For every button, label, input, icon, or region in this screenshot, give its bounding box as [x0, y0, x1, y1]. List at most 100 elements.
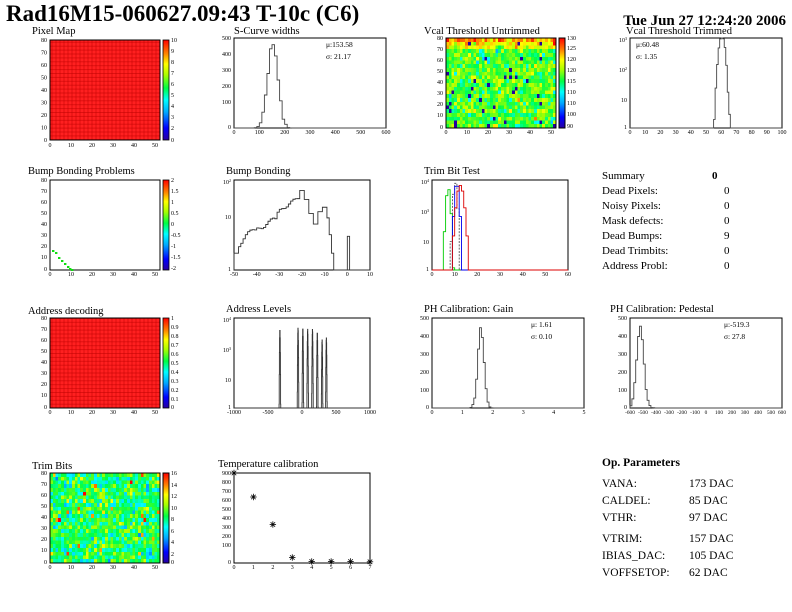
svg-text:40: 40 — [41, 222, 47, 228]
svg-text:0.1: 0.1 — [171, 397, 179, 403]
svg-text:110: 110 — [567, 90, 576, 96]
svg-text:70: 70 — [41, 51, 47, 57]
svg-text:500: 500 — [222, 507, 231, 513]
svg-text:0: 0 — [440, 125, 443, 131]
svg-text:8: 8 — [171, 60, 174, 66]
svg-text:104: 104 — [421, 178, 429, 186]
svg-text:400: 400 — [618, 334, 627, 340]
svg-text:90: 90 — [567, 124, 573, 130]
svg-text:200: 200 — [728, 410, 736, 416]
svg-text:90: 90 — [764, 130, 770, 136]
svg-text:40: 40 — [527, 130, 533, 136]
svg-text:115: 115 — [567, 79, 576, 85]
svg-text:10: 10 — [41, 255, 47, 261]
svg-text:600: 600 — [778, 410, 786, 416]
svg-text:130: 130 — [567, 36, 576, 42]
svg-text:600: 600 — [222, 498, 231, 504]
svg-text:4: 4 — [310, 565, 313, 571]
svg-text:400: 400 — [420, 334, 429, 340]
svg-text:103: 103 — [223, 346, 231, 354]
svg-text:500: 500 — [420, 316, 429, 322]
svg-text:6: 6 — [171, 529, 174, 535]
svg-text:70: 70 — [437, 47, 443, 53]
svg-text:Address Probl:: Address Probl: — [602, 260, 668, 272]
svg-text:500: 500 — [356, 130, 365, 136]
svg-text:102: 102 — [223, 178, 231, 186]
svg-text:2: 2 — [171, 552, 174, 558]
svg-text:0: 0 — [724, 245, 730, 257]
svg-text:70: 70 — [41, 189, 47, 195]
svg-text:40: 40 — [520, 272, 526, 278]
svg-text:200: 200 — [222, 534, 231, 540]
svg-text:VANA:: VANA: — [602, 478, 637, 490]
svg-text:0: 0 — [346, 272, 349, 278]
svg-text:-2: -2 — [171, 266, 176, 272]
svg-text:2: 2 — [491, 410, 494, 416]
svg-text:100: 100 — [567, 112, 576, 118]
svg-text:20: 20 — [474, 272, 480, 278]
svg-text:σ: 1.35: σ: 1.35 — [636, 52, 657, 61]
svg-text:0: 0 — [44, 138, 47, 144]
svg-text:0: 0 — [44, 267, 47, 273]
svg-text:20: 20 — [89, 143, 95, 149]
svg-text:1: 1 — [461, 410, 464, 416]
svg-text:0: 0 — [171, 138, 174, 144]
svg-text:10: 10 — [171, 38, 177, 44]
svg-text:60: 60 — [41, 63, 47, 69]
svg-text:Dead Trimbits:: Dead Trimbits: — [602, 245, 668, 257]
svg-text:-200: -200 — [677, 410, 687, 416]
svg-text:0: 0 — [724, 215, 730, 227]
svg-text:300: 300 — [222, 68, 231, 74]
svg-text:800: 800 — [222, 480, 231, 486]
svg-text:30: 30 — [437, 91, 443, 97]
svg-text:0: 0 — [44, 405, 47, 411]
svg-text:80: 80 — [437, 36, 443, 42]
svg-text:7: 7 — [369, 565, 372, 571]
svg-text:0.5: 0.5 — [171, 361, 179, 367]
svg-text:-300: -300 — [664, 410, 674, 416]
svg-text:50: 50 — [703, 130, 709, 136]
svg-text:50: 50 — [41, 349, 47, 355]
svg-text:10: 10 — [225, 215, 231, 221]
svg-text:0.8: 0.8 — [171, 334, 179, 340]
svg-text:1000: 1000 — [364, 410, 376, 416]
svg-text:10: 10 — [68, 410, 74, 416]
svg-text:-40: -40 — [253, 272, 261, 278]
svg-text:400: 400 — [222, 516, 231, 522]
svg-text:500: 500 — [767, 410, 775, 416]
svg-text:40: 40 — [41, 88, 47, 94]
svg-text:300: 300 — [222, 525, 231, 531]
svg-text:300: 300 — [306, 130, 315, 136]
svg-text:104: 104 — [223, 316, 231, 324]
svg-text:0: 0 — [49, 565, 52, 571]
svg-text:0: 0 — [724, 260, 730, 272]
svg-text:20: 20 — [41, 113, 47, 119]
svg-text:40: 40 — [41, 360, 47, 366]
svg-text:-30: -30 — [275, 272, 283, 278]
svg-text:500: 500 — [618, 316, 627, 322]
svg-text:10: 10 — [68, 272, 74, 278]
svg-text:60: 60 — [41, 338, 47, 344]
svg-text:70: 70 — [41, 327, 47, 333]
svg-text:60: 60 — [41, 200, 47, 206]
svg-text:80: 80 — [41, 178, 47, 184]
svg-text:3: 3 — [171, 115, 174, 121]
svg-text:0.5: 0.5 — [171, 211, 179, 217]
svg-text:50: 50 — [41, 211, 47, 217]
svg-text:-20: -20 — [298, 272, 306, 278]
svg-text:14: 14 — [171, 483, 177, 489]
svg-text:VTRIM:: VTRIM: — [602, 533, 642, 545]
svg-text:-1.5: -1.5 — [171, 255, 181, 261]
svg-text:200: 200 — [222, 84, 231, 90]
svg-text:125: 125 — [567, 46, 576, 52]
svg-text:0.7: 0.7 — [171, 343, 179, 349]
svg-text:-50: -50 — [230, 272, 238, 278]
svg-text:103: 103 — [421, 208, 429, 216]
svg-text:-500: -500 — [263, 410, 274, 416]
svg-text:100: 100 — [420, 388, 429, 394]
svg-text:9: 9 — [724, 230, 730, 242]
svg-text:200: 200 — [420, 370, 429, 376]
svg-text:30: 30 — [110, 143, 116, 149]
svg-text:0: 0 — [228, 560, 231, 566]
svg-text:0: 0 — [431, 410, 434, 416]
